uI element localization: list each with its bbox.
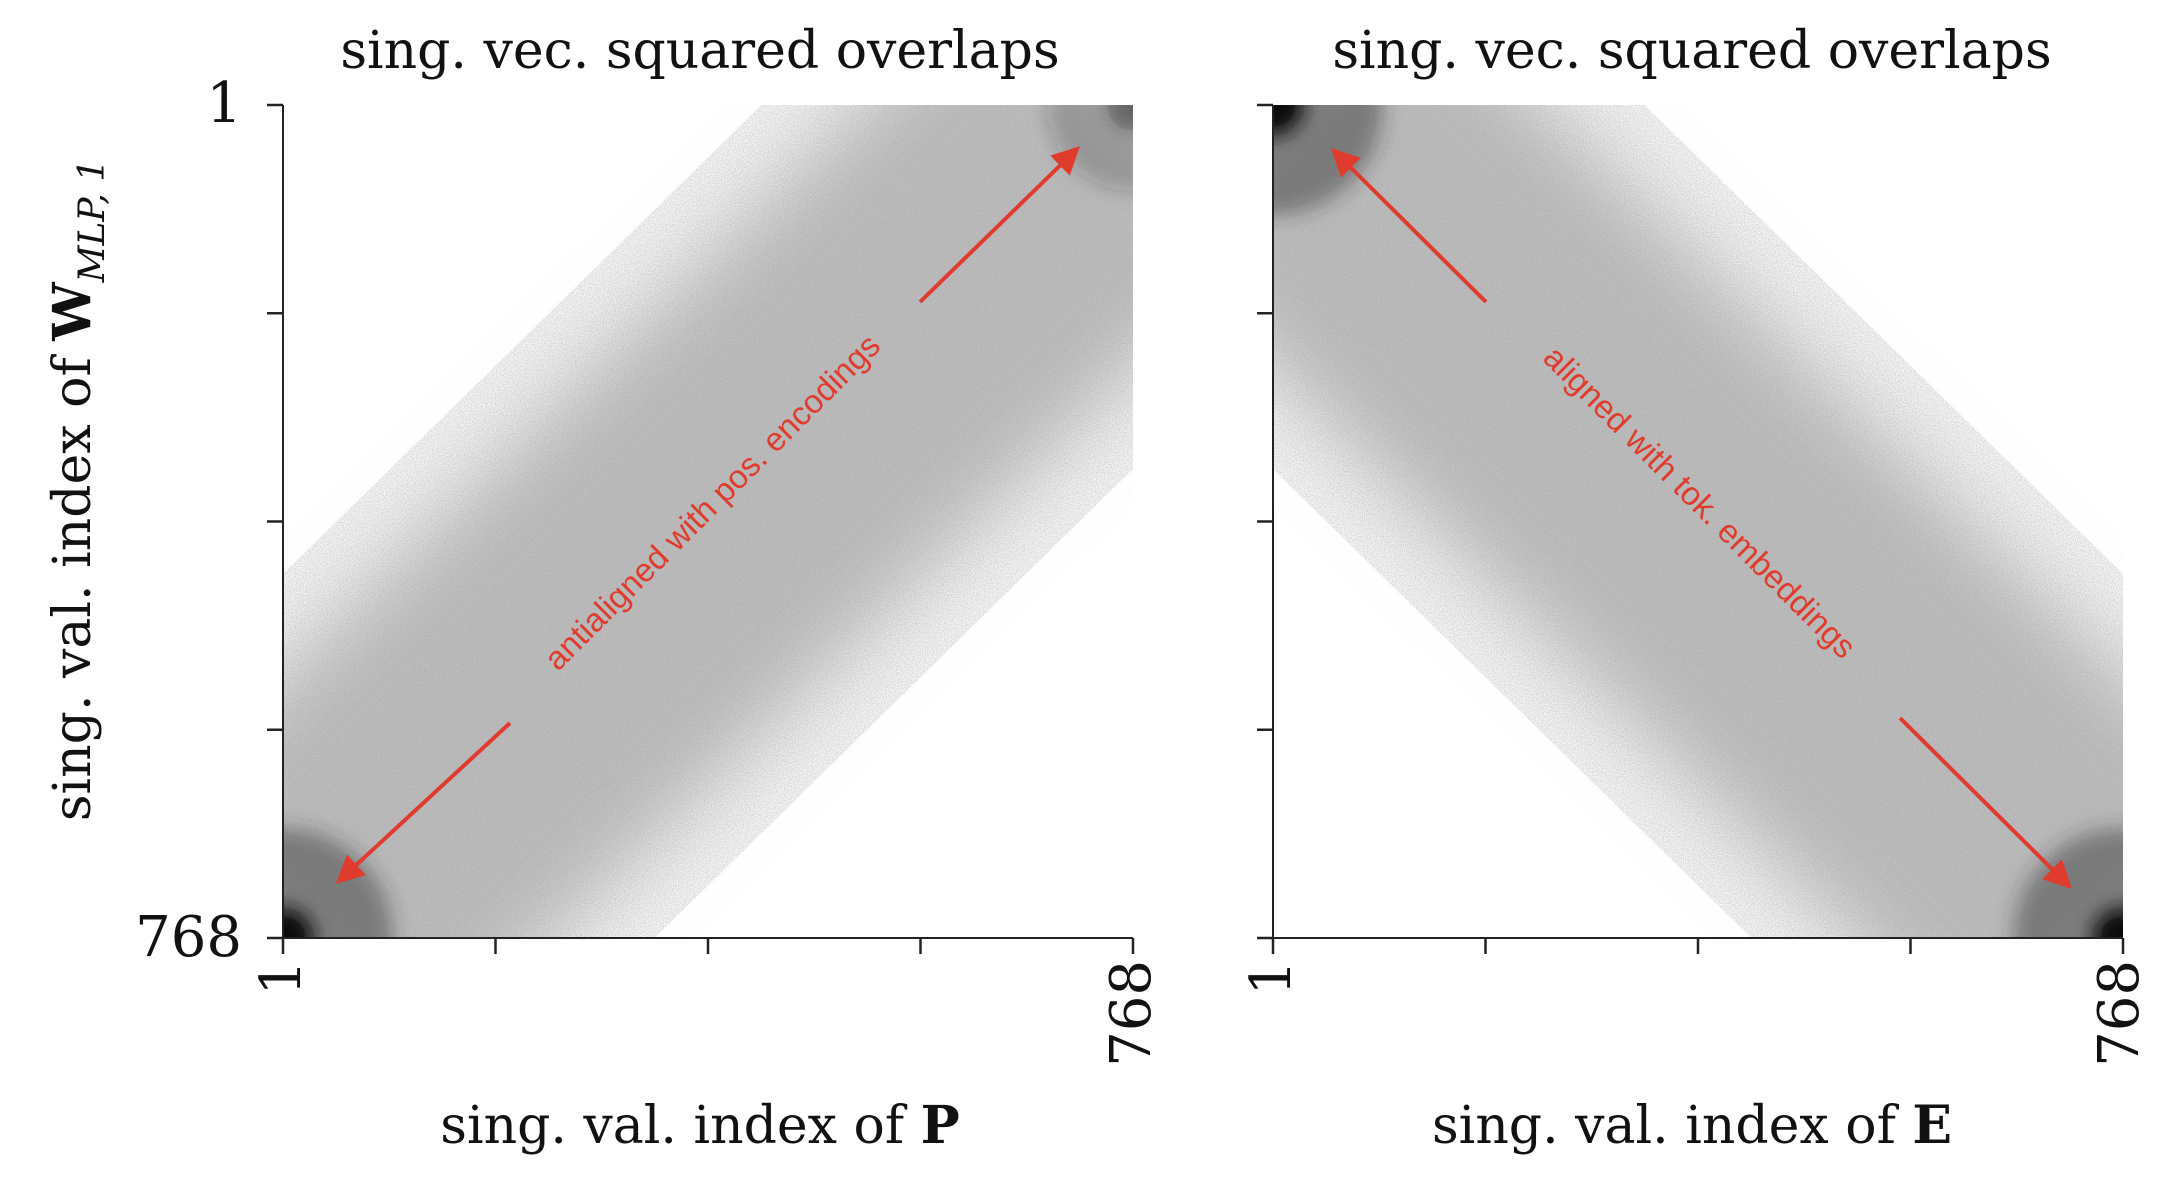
heatmap-hotspot-glow <box>1273 105 1383 215</box>
panel-left-y-tick-bottom: 768 <box>135 905 242 970</box>
heatmap-hotspot-glow <box>1047 105 1133 191</box>
panel-right-title: sing. vec. squared overlaps <box>1332 21 2051 81</box>
heatmap-hotspot-core <box>283 906 315 938</box>
panel-right-x-label: sing. val. index of E <box>1432 1095 1952 1156</box>
heatmap-panel-right: sing. vec. squared overlaps 1 768 sing. … <box>1239 21 2152 1156</box>
heatmap-hotspot-core <box>2091 906 2123 938</box>
panel-left-annotation-arrow-upper <box>918 146 1081 304</box>
heatmap-hotspot-core <box>1273 105 1305 137</box>
heatmap-right-cells <box>1273 105 2123 938</box>
panel-left-x-tick-right: 768 <box>1099 960 1164 1067</box>
heatmap-hotspot <box>1047 105 1133 191</box>
axes-right <box>1257 103 2125 954</box>
heatmap-panel-left: sing. vec. squared overlaps 1 768 1 768 … <box>42 21 1164 1156</box>
panel-left-x-tick-left: 1 <box>249 960 314 996</box>
panel-left-title: sing. vec. squared overlaps <box>340 21 1059 81</box>
heatmap-hotspot <box>1273 105 1383 215</box>
panel-right-x-tick-left: 1 <box>1239 960 1304 996</box>
panel-right-x-tick-right: 768 <box>2087 960 2152 1067</box>
panel-right-annotation-arrow-lower <box>1898 716 2072 889</box>
panel-right-annotation-arrow-upper <box>1331 148 1488 304</box>
heatmap-hotspot-core <box>1107 105 1133 131</box>
panel-left-annotation-arrow-lower <box>335 721 512 884</box>
panel-left-x-label: sing. val. index of P <box>440 1095 959 1156</box>
axes-left <box>267 103 1135 954</box>
panel-left-y-tick-top: 1 <box>206 71 242 136</box>
panel-left-y-label: sing. val. index of WMLP, 1 <box>42 159 113 821</box>
